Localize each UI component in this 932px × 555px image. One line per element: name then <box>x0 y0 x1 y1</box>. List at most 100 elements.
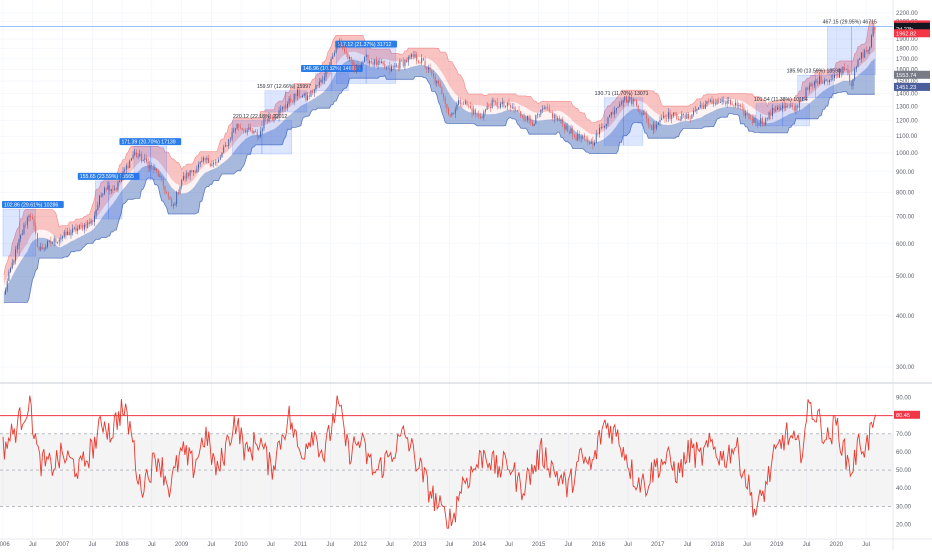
candle-body <box>206 157 208 160</box>
candle-body <box>271 117 273 120</box>
candle-body <box>761 118 763 124</box>
candle-body <box>172 205 174 206</box>
price-tick-label: 500.00 <box>896 274 915 280</box>
time-tick-label: 2016 <box>592 542 606 548</box>
candle-body <box>199 161 201 165</box>
candle-body <box>854 68 856 80</box>
candle-body <box>330 58 332 66</box>
candle-body <box>278 110 280 118</box>
candle-body <box>265 117 267 119</box>
price-badge-bg <box>894 70 930 79</box>
candle-body <box>760 118 762 124</box>
price-tick-label: 2200.00 <box>896 11 918 17</box>
time-tick-label: Jul <box>267 542 275 548</box>
measure-box-label: 146.96 (10.32%) 14696 <box>303 66 357 72</box>
candle-body <box>332 55 334 59</box>
candle-body <box>746 113 748 114</box>
candle-body <box>750 118 752 120</box>
candle-body <box>659 119 661 123</box>
candle-body <box>303 93 305 96</box>
price-badge-bg <box>894 29 930 38</box>
candle-body <box>490 106 491 109</box>
price-tick-label: 1300.00 <box>896 104 918 110</box>
candle-body <box>402 61 404 67</box>
candle-body <box>162 178 164 187</box>
candle-body <box>412 54 414 57</box>
candle-body <box>424 60 426 68</box>
lower-band-line <box>3 75 875 303</box>
candle-body <box>505 106 507 107</box>
candle-body <box>513 107 515 110</box>
candle-body <box>840 68 842 74</box>
candle-body <box>283 107 285 109</box>
candle-body <box>736 102 738 107</box>
candle-body <box>493 100 495 102</box>
band-layer <box>3 20 875 303</box>
candle-body <box>380 61 382 64</box>
candle-body <box>275 118 277 119</box>
candle-body <box>104 188 105 194</box>
candle-body <box>721 99 723 103</box>
candle-body <box>253 131 255 133</box>
candle-body <box>47 241 48 247</box>
candle-body <box>498 106 500 108</box>
candle-body <box>448 108 450 115</box>
candle-body <box>349 57 351 59</box>
candle-body <box>461 103 463 105</box>
candle-body <box>825 80 827 81</box>
candle-body <box>198 164 199 169</box>
candle-body <box>40 246 42 250</box>
candle-body <box>852 79 854 87</box>
candle-body <box>531 122 533 126</box>
candle-body <box>85 224 87 228</box>
time-tick-label: 2010 <box>234 542 248 548</box>
price-badge-label: 1553.74 <box>896 73 916 79</box>
candle-body <box>620 102 622 105</box>
price-tick-label: 900.00 <box>896 170 915 176</box>
candle-body <box>251 130 253 133</box>
candle-body <box>305 93 307 101</box>
candle-body <box>211 164 213 166</box>
candle-body <box>479 116 481 118</box>
candle-body <box>666 118 668 120</box>
candle-body <box>446 103 448 109</box>
candle-body <box>25 224 27 226</box>
candle-body <box>328 65 330 71</box>
candle-body <box>114 188 116 190</box>
candle-body <box>597 133 599 135</box>
candle-body <box>325 67 327 77</box>
candle-body <box>312 90 314 93</box>
candle-body <box>422 58 424 61</box>
candle-body <box>657 122 659 125</box>
candle-body <box>713 102 715 104</box>
candle-body <box>600 126 602 128</box>
candle-body <box>234 128 236 131</box>
candle-body <box>236 124 238 129</box>
candle-body <box>483 111 485 118</box>
candle-body <box>689 118 691 119</box>
candle-body <box>256 132 258 137</box>
candle-body <box>417 60 419 63</box>
candle-body <box>830 79 832 81</box>
candle-body <box>756 122 758 125</box>
candle-body <box>5 290 6 295</box>
candle-body <box>459 100 461 104</box>
candle-body <box>552 112 554 119</box>
candle-body <box>701 105 703 106</box>
measure-box-label: 101.54 (11.38%) 10154 <box>754 97 808 103</box>
candle-body <box>803 97 805 98</box>
candle-body <box>822 82 824 84</box>
candle-body <box>41 246 43 249</box>
candle-body <box>347 53 349 59</box>
candle-body <box>573 135 575 137</box>
candle-body <box>339 41 340 44</box>
candle-body <box>835 75 837 76</box>
measure-box-label: 317.12 (21.37%) 31712 <box>337 42 391 48</box>
candle-body <box>239 127 241 129</box>
candle-body <box>797 105 799 108</box>
candle-body <box>20 234 22 240</box>
candle-body <box>780 107 782 110</box>
candle-body <box>733 105 735 106</box>
candle-body <box>674 112 676 114</box>
